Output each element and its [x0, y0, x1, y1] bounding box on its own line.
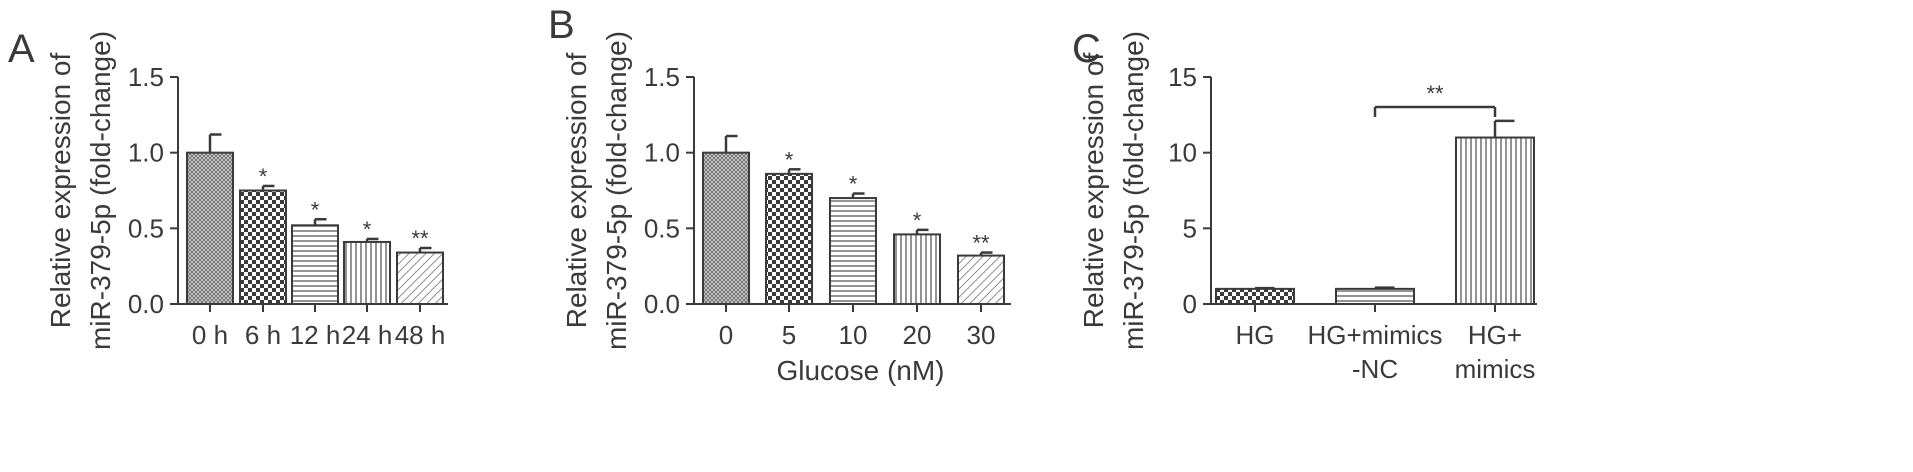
y-tick-label: 10: [1168, 138, 1197, 168]
y-tick-label: 5: [1183, 213, 1197, 243]
x-tick-label: 0: [719, 320, 733, 350]
x-tick-label: 30: [967, 320, 996, 350]
significance-label: *: [913, 208, 922, 233]
y-tick-label: 15: [1168, 62, 1197, 92]
significance-label: **: [972, 231, 990, 256]
significance-label: *: [849, 172, 858, 197]
y-axis-label: Relative expression of: [1078, 53, 1109, 329]
bar: [343, 240, 391, 306]
x-tick-label: -NC: [1352, 354, 1398, 384]
panel-label: C: [1072, 27, 1101, 71]
y-tick-label: 0: [1183, 289, 1197, 319]
bar: [765, 172, 813, 305]
significance-label: *: [785, 147, 794, 172]
significance-label: *: [311, 197, 320, 222]
panels: A Relative expression of miR-379-5p (fold-…: [8, 3, 1537, 386]
y-tick-label: 0.5: [128, 213, 164, 243]
bar: [893, 233, 941, 306]
x-tick-label: mimics: [1455, 354, 1536, 384]
panel-a: A Relative expression of miR-379-5p (fold-…: [8, 27, 448, 350]
y-tick-label: 1.0: [644, 138, 680, 168]
x-tick-label: 0 h: [192, 320, 228, 350]
y-tick-label: 1.5: [644, 62, 680, 92]
x-tick-label: HG: [1236, 320, 1275, 350]
y-axis-label: miR-379-5p (fold-change): [1118, 31, 1149, 350]
bar: [957, 254, 1005, 305]
y-axis-label: miR-379-5p (fold-change): [601, 31, 632, 350]
x-tick-label: 48 h: [395, 320, 446, 350]
x-tick-label: 10: [839, 320, 868, 350]
panel-label: A: [8, 27, 35, 71]
y-axis-label: miR-379-5p (fold-change): [85, 31, 116, 350]
x-tick-label: 24 h: [342, 320, 393, 350]
x-tick-label: HG+mimics: [1307, 320, 1442, 350]
significance-label: *: [259, 164, 268, 189]
panel-label: B: [548, 3, 575, 47]
bar: [1455, 136, 1535, 305]
y-tick-label: 0.0: [128, 289, 164, 319]
panel-b: B Relative expression of miR-379-5p (fold-…: [548, 3, 1011, 386]
bar: [829, 197, 877, 305]
x-tick-label: 20: [903, 320, 932, 350]
y-tick-label: 0.5: [644, 213, 680, 243]
x-tick-label: 5: [782, 320, 796, 350]
y-tick-label: 1.0: [128, 138, 164, 168]
x-tick-label: 6 h: [245, 320, 281, 350]
significance-label: **: [1426, 81, 1444, 106]
y-axis-label: Relative expression of: [45, 53, 76, 329]
bar: [239, 189, 287, 305]
y-axis-label: Relative expression of: [561, 53, 592, 329]
x-axis-label: Glucose (nM): [776, 355, 944, 386]
bar: [396, 251, 444, 305]
x-tick-label: 12 h: [290, 320, 341, 350]
significance-label: *: [363, 217, 372, 242]
bar: [1335, 287, 1415, 306]
bar: [186, 151, 234, 305]
bar: [291, 224, 339, 306]
bar: [1215, 287, 1295, 306]
bar: [702, 151, 750, 305]
significance-label: **: [411, 226, 429, 251]
y-tick-label: 1.5: [128, 62, 164, 92]
x-tick-label: HG+: [1468, 320, 1522, 350]
y-tick-label: 0.0: [644, 289, 680, 319]
